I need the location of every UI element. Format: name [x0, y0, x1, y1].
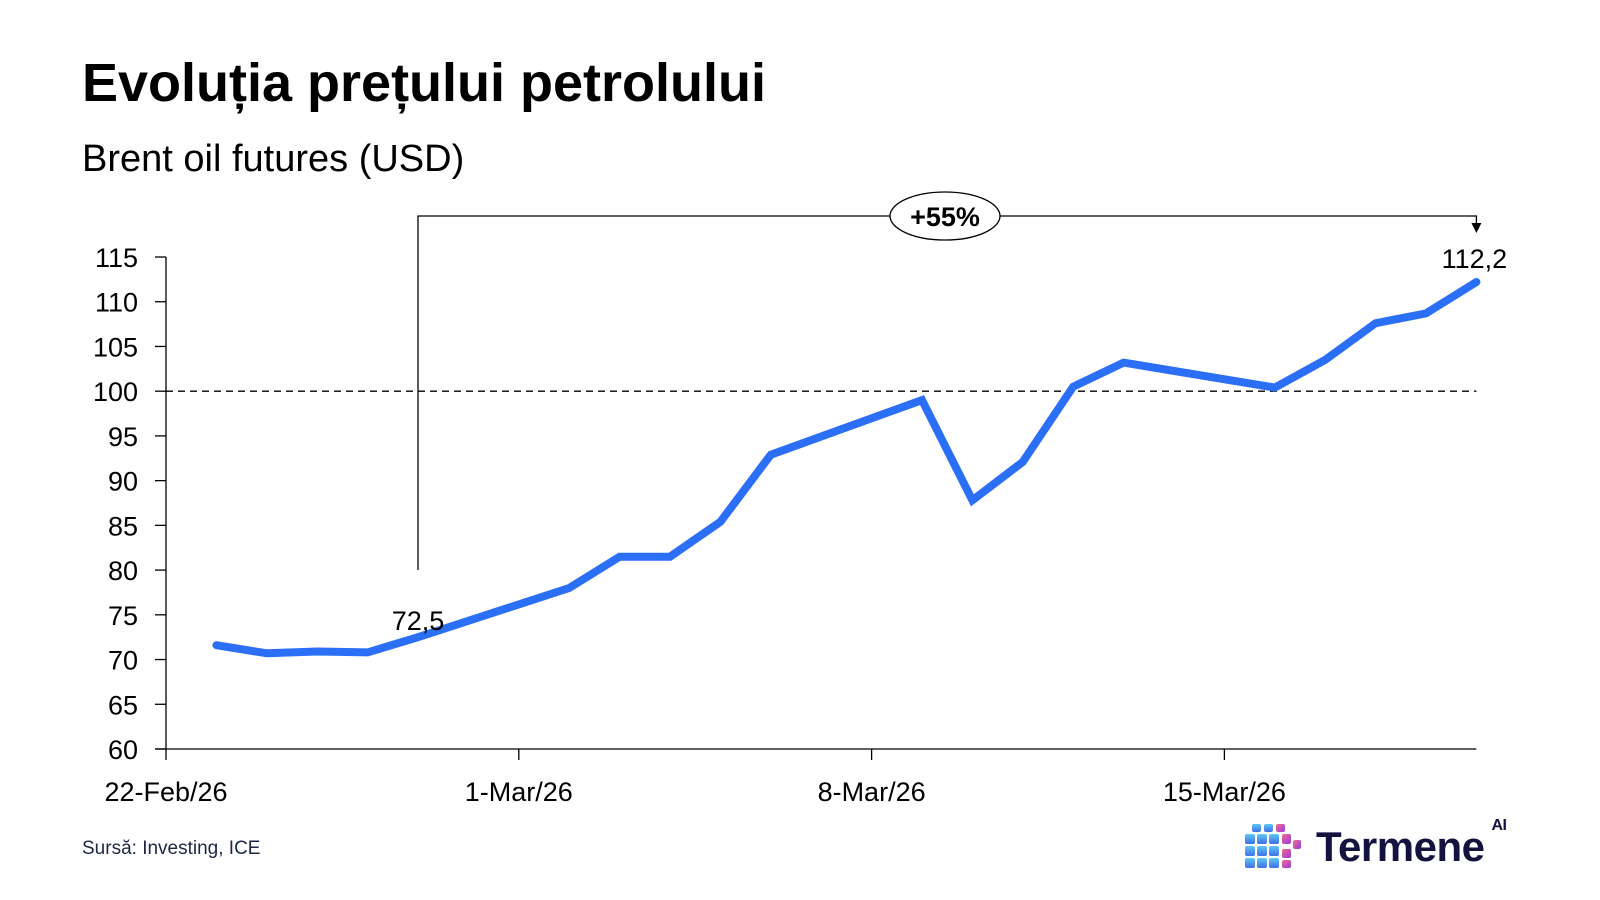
x-tick-label: 15-Mar/26 — [1163, 777, 1286, 807]
logo-text: Termene — [1316, 823, 1485, 870]
y-tick-label: 115 — [95, 243, 138, 273]
logo-wordmark: Termene AI — [1316, 818, 1507, 870]
y-tick-label: 65 — [108, 690, 138, 720]
termene-logo: Termene AI — [1244, 818, 1507, 872]
y-tick-label: 85 — [108, 511, 138, 541]
x-tick-label: 1-Mar/26 — [465, 777, 573, 807]
y-tick-label: 70 — [108, 646, 138, 676]
y-tick-label: 95 — [108, 422, 138, 452]
x-tick-label: 8-Mar/26 — [818, 777, 926, 807]
chart-title: Evoluția prețului petrolului — [82, 53, 767, 113]
x-tick-label: 22-Feb/26 — [104, 777, 227, 807]
logo-superscript: AI — [1491, 817, 1507, 834]
source-note: Sursă: Investing, ICE — [82, 838, 261, 859]
cube-logo-icon — [1245, 824, 1301, 868]
change-label: +55% — [910, 202, 980, 232]
y-tick-label: 105 — [93, 332, 138, 362]
start-value-label: 72,5 — [392, 606, 445, 636]
y-tick-label: 110 — [95, 288, 138, 318]
y-tick-label: 75 — [108, 601, 138, 631]
y-axis: 60 65 70 75 80 85 90 95 100 105 110 115 — [93, 243, 167, 765]
arrow-down-icon — [1471, 223, 1482, 233]
brent-price-line — [212, 278, 1481, 658]
chart-subtitle: Brent oil futures (USD) — [82, 138, 465, 180]
x-axis: 22-Feb/26 1-Mar/26 8-Mar/26 15-Mar/26 — [104, 748, 1477, 807]
change-bracket: +55% — [417, 191, 1482, 570]
y-tick-label: 80 — [108, 556, 138, 586]
y-tick-label: 100 — [93, 377, 138, 407]
y-tick-label: 90 — [108, 467, 138, 497]
end-value-label: 112,2 — [1442, 244, 1508, 274]
y-tick-label: 60 — [108, 735, 138, 765]
change-badge — [889, 191, 1001, 241]
